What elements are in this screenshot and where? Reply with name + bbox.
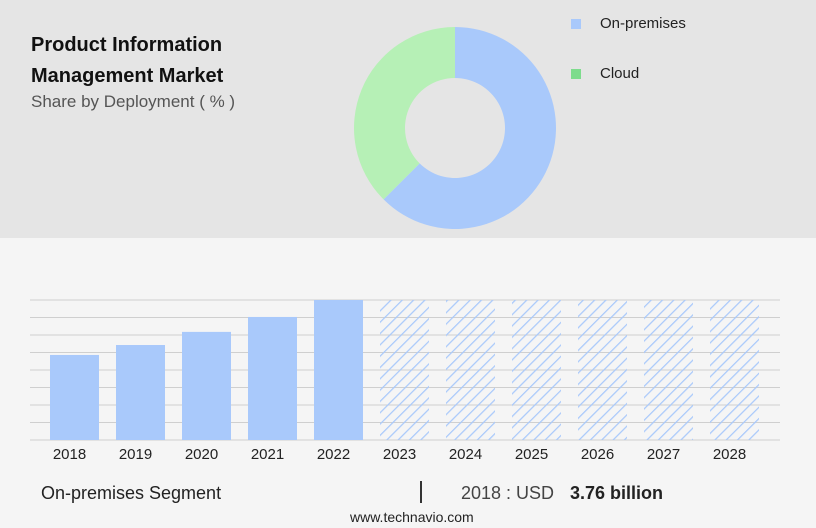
donut-slice	[353, 27, 455, 200]
chart-title: Product Information Management Market	[31, 34, 224, 87]
x-tick-label: 2022	[317, 446, 350, 463]
bar	[182, 331, 231, 440]
legend-swatch	[571, 19, 581, 29]
bar	[248, 316, 297, 440]
forecast-bar	[578, 300, 627, 440]
forecast-bar	[644, 300, 693, 440]
x-tick-label: 2021	[251, 446, 284, 463]
legend-label: Cloud	[600, 65, 639, 82]
donut-slice	[383, 27, 556, 229]
x-tick-label: 2026	[581, 446, 614, 463]
segment-label: On-premises Segment	[41, 483, 222, 503]
x-tick-label: 2020	[185, 446, 218, 463]
x-tick-label: 2028	[713, 446, 746, 463]
forecast-bar	[446, 300, 495, 440]
legend-swatch	[571, 69, 581, 79]
bar	[314, 300, 363, 440]
separator	[420, 481, 422, 503]
x-tick-label: 2023	[383, 446, 416, 463]
forecast-bar	[512, 300, 561, 440]
legend-label: On-premises	[600, 15, 686, 32]
value-label: 3.76 billion	[570, 483, 664, 503]
year-label: 2018 : USD	[461, 483, 555, 503]
x-tick-label: 2025	[515, 446, 548, 463]
x-tick-label: 2027	[647, 446, 680, 463]
x-tick-label: 2018	[53, 446, 86, 463]
chart-subtitle: Share by Deployment ( % )	[31, 92, 236, 111]
x-tick-label: 2019	[119, 446, 152, 463]
forecast-bar	[710, 300, 759, 440]
bar	[116, 345, 165, 440]
bar	[50, 354, 99, 440]
source: www.technavio.com	[350, 509, 474, 525]
forecast-bar	[380, 300, 429, 440]
x-tick-label: 2024	[449, 446, 482, 463]
